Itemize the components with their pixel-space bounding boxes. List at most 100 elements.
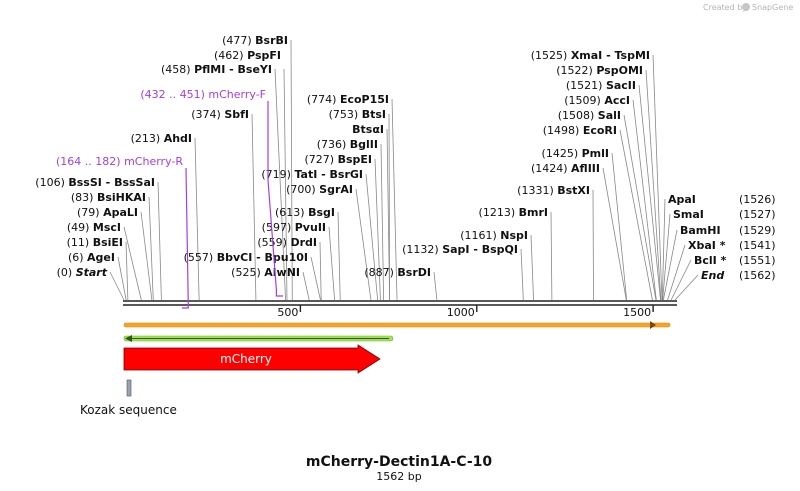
site-label-btsi[interactable]: (753) BtsI [329,108,386,121]
site-leader-line [632,99,657,301]
site-label-sgrai[interactable]: (700) SgrAI [286,183,353,196]
site-label-xmai-tspmi[interactable]: (1525) XmaI - TspMI [531,49,650,62]
site-leader-line [662,213,671,301]
site-label-ahdi[interactable]: (213) AhdI [131,132,192,145]
site-label-bsgi[interactable]: (613) BsgI [275,206,335,219]
site-leader-line [355,188,372,301]
site-label-drdi[interactable]: (559) DrdI [257,236,317,249]
kozak-feature-label: Kozak sequence [80,403,177,417]
site-leader-line [302,271,310,301]
mcherry-feature-label: mCherry [220,352,272,366]
site-label-bts-i[interactable]: BtsαI [352,123,384,136]
mcherry-feature[interactable]: mCherry [123,344,381,374]
site-leader-line [365,173,379,301]
axis-tick-label: 500 [277,306,298,319]
site-label-afliii[interactable]: (1424) AflIII [531,162,600,175]
site-leader-line [619,129,653,301]
site-label-start[interactable]: (0) Start [57,266,108,279]
site-leader-line [374,158,381,301]
orf-arrow-left-icon [125,335,132,342]
site-leader-line [611,152,628,301]
site-label-bsssi-bsssai[interactable]: (106) BssSI - BssSaI [35,176,155,189]
site-label-pspfi[interactable]: (462) PspFI [214,49,281,62]
site-leader-line [386,128,391,301]
site-leader-line [662,229,678,301]
site-leader-line [274,68,286,301]
site-label-sbfi[interactable]: (374) SbfI [191,108,249,121]
primer-mcherry-f-line [267,101,284,297]
site-label-ecop15i[interactable]: (774) EcoP15I [307,93,389,106]
site-label-bmri[interactable]: (1213) BmrI [479,206,548,219]
site-leader-line [652,54,663,301]
site-label-pflmi-bseyi[interactable]: (458) PflMI - BseYI [161,63,272,76]
sequence-backbone [123,300,677,306]
primers: (432 .. 451) mCherry-F (164 .. 182) mCher… [56,88,284,309]
site-label-ecori[interactable]: (1498) EcoRI [543,124,617,137]
site-leader-line [148,196,154,301]
site-labels: (477) BsrBI (462) PspFI(458) PflMI - BseY… [35,34,775,282]
site-label-bspei[interactable]: (727) BspEI [305,153,373,166]
axis-tick-label: 1500 [623,306,651,319]
plasmid-length: 1562 bp [376,470,421,483]
site-label-sapi-bspqi[interactable]: (1132) SapI - BspQI [402,243,518,256]
site-label-msci[interactable]: (49) MscI [67,221,121,234]
created-by-text: Created by [703,3,747,12]
site-leader-line [290,39,293,301]
site-label-sali[interactable]: (1508) SalI [558,109,621,122]
site-label-alwni[interactable]: (525) AlwNI [231,266,300,279]
site-leader-line [310,256,321,301]
site-leader-lines [109,39,699,301]
site-label-bstxi[interactable]: (1331) BstXI [517,184,590,197]
site-label-agei[interactable]: (6) AgeI [68,251,115,264]
site-leader-line [391,98,398,301]
site-label-bamhi[interactable]: BamHI (1529) [680,224,776,237]
site-label-bsrdi[interactable]: (887) BsrDI [364,266,431,279]
orf-arrow-right-icon [650,321,656,329]
site-label-bbvci-bpu10i[interactable]: (557) BbvCI - Bpu10I [184,251,308,264]
site-label-bsihkai[interactable]: (83) BsiHKAI [71,191,146,204]
site-label-pvuii[interactable]: (597) PvuII [262,221,326,234]
site-label-bsrbi[interactable]: (477) BsrBI [222,34,288,47]
site-leader-line [433,271,438,301]
site-leader-line [623,114,657,301]
site-label-nspi[interactable]: (1161) NspI [460,229,528,242]
site-leader-line [661,198,666,301]
axis-tick-label: 1000 [447,306,475,319]
site-label-apai[interactable]: ApaI (1526) [668,193,776,206]
primer-label-mcherry-f[interactable]: (432 .. 451) mCherry-F [140,88,266,101]
green-orf-track[interactable] [123,335,394,342]
site-label-sacii[interactable]: (1521) SacII [566,79,636,92]
site-leader-line [667,244,686,301]
orange-orf-track[interactable] [123,321,671,329]
site-leader-line [283,68,288,301]
site-leader-line [251,113,257,301]
site-label-apali[interactable]: (79) ApaLI [77,206,138,219]
site-leader-line [602,167,627,301]
site-label-end[interactable]: End (1562) [701,269,776,282]
site-leader-line [638,84,661,301]
site-leader-line [550,211,553,301]
site-leader-line [337,211,341,301]
snapgene-brand-text: SnapGene [752,3,793,12]
site-label-tati-bsrgi[interactable]: (719) TatI - BsrGI [261,168,363,181]
site-label-xbai[interactable]: XbaI * (1541) [688,239,776,252]
site-label-smai[interactable]: SmaI (1527) [673,208,776,221]
snapgene-logo-icon [742,3,750,11]
primer-label-mcherry-r[interactable]: (164 .. 182) mCherry-R [56,155,183,168]
axis-ticks: 500 1000 1500 [277,305,654,319]
site-label-acci[interactable]: (1509) AccI [564,94,630,107]
site-label-pspomi[interactable]: (1522) PspOMI [556,64,643,77]
site-leader-line [645,69,662,301]
site-label-bcli[interactable]: BclI * (1551) [694,254,776,267]
site-leader-line [125,241,129,301]
plasmid-name: mCherry-Dectin1A-C-10 [306,454,492,470]
site-leader-line [109,271,125,301]
site-leader-line [520,248,524,301]
site-label-pmli[interactable]: (1425) PmlI [542,147,609,160]
site-leader-line [592,189,594,301]
site-label-bsiei[interactable]: (11) BsiEI [67,236,123,249]
site-label-bglii[interactable]: (736) BglII [317,138,378,151]
site-leader-line [328,226,335,301]
kozak-feature[interactable] [126,379,132,397]
